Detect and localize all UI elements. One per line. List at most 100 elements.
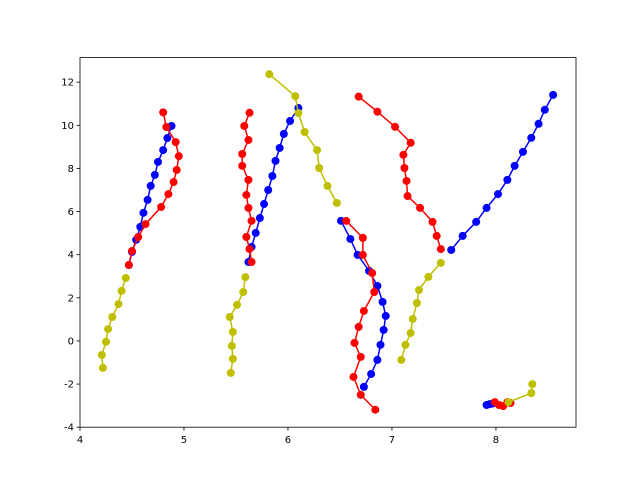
point — [428, 217, 437, 226]
point — [412, 298, 421, 307]
point — [268, 171, 277, 180]
point — [275, 143, 284, 152]
point — [528, 380, 537, 389]
series-line — [128, 112, 180, 266]
point — [381, 311, 390, 320]
point — [291, 92, 300, 101]
point — [408, 314, 417, 323]
point — [403, 192, 412, 201]
point — [162, 123, 171, 132]
point — [518, 147, 527, 156]
point — [447, 245, 456, 254]
y-tick-label: 4 — [68, 250, 74, 261]
point — [406, 328, 415, 337]
point — [124, 261, 133, 270]
point — [414, 286, 423, 295]
point — [376, 340, 385, 349]
point — [227, 341, 236, 350]
point — [169, 178, 178, 187]
x-tick-label: 6 — [285, 435, 291, 446]
point — [416, 203, 425, 212]
point — [247, 258, 256, 267]
point — [157, 203, 166, 212]
point — [240, 121, 249, 130]
point — [242, 190, 251, 199]
point — [244, 175, 253, 184]
point — [114, 300, 123, 309]
point — [172, 165, 181, 174]
point — [238, 161, 247, 170]
point — [527, 389, 536, 398]
point — [534, 119, 543, 128]
point — [373, 107, 382, 116]
point — [226, 368, 235, 377]
point — [472, 217, 481, 226]
point — [159, 146, 168, 155]
y-tick-label: 12 — [61, 78, 74, 89]
point — [294, 109, 303, 118]
point — [264, 186, 273, 195]
series-line — [450, 94, 554, 251]
point — [371, 405, 380, 414]
point — [391, 122, 400, 131]
point — [244, 135, 253, 144]
point — [401, 340, 410, 349]
point — [255, 214, 264, 223]
point — [225, 313, 234, 322]
point — [239, 287, 248, 296]
point — [139, 208, 148, 217]
point — [350, 338, 359, 347]
point — [146, 181, 155, 190]
point — [482, 203, 491, 212]
point — [150, 170, 159, 179]
point — [549, 90, 558, 99]
point — [228, 354, 237, 363]
point — [399, 150, 408, 159]
y-tick-label: 8 — [68, 164, 74, 175]
point — [127, 247, 136, 256]
point — [159, 108, 168, 117]
x-tick-label: 8 — [493, 435, 499, 446]
series-line — [247, 107, 299, 263]
point — [323, 181, 332, 190]
x-tick-label: 4 — [77, 435, 83, 446]
point — [244, 203, 253, 212]
point — [247, 216, 256, 225]
point — [300, 127, 309, 136]
point — [260, 200, 269, 209]
point — [436, 245, 445, 254]
series-line — [358, 96, 442, 250]
point — [271, 156, 280, 165]
point — [510, 161, 519, 170]
y-tick-label: 10 — [61, 121, 74, 132]
point — [356, 352, 365, 361]
point — [346, 234, 355, 243]
point — [245, 245, 254, 254]
point — [164, 190, 173, 199]
point — [174, 152, 183, 161]
point — [265, 70, 274, 79]
axes-frame — [79, 57, 577, 428]
point — [251, 228, 260, 237]
point — [121, 273, 130, 282]
point — [117, 286, 126, 295]
point — [315, 164, 324, 173]
point — [378, 297, 387, 306]
point — [373, 355, 382, 364]
point — [286, 116, 295, 125]
y-tick-label: 2 — [68, 293, 74, 304]
point — [424, 272, 433, 281]
series-line — [345, 220, 376, 411]
point — [458, 231, 467, 240]
point — [354, 92, 363, 101]
point — [494, 190, 503, 199]
point — [233, 300, 242, 309]
point — [101, 337, 110, 346]
point — [313, 146, 322, 155]
point — [143, 195, 152, 204]
point — [98, 363, 107, 372]
point — [153, 157, 162, 166]
point — [400, 164, 409, 173]
point — [241, 273, 250, 282]
